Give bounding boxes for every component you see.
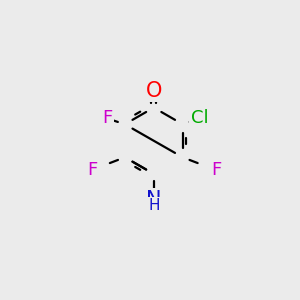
Text: N: N: [146, 190, 161, 210]
Text: H: H: [148, 198, 160, 213]
Text: Cl: Cl: [191, 109, 208, 127]
Text: O: O: [146, 81, 162, 101]
Text: F: F: [102, 109, 112, 127]
Text: F: F: [211, 161, 221, 179]
Text: F: F: [87, 161, 97, 179]
